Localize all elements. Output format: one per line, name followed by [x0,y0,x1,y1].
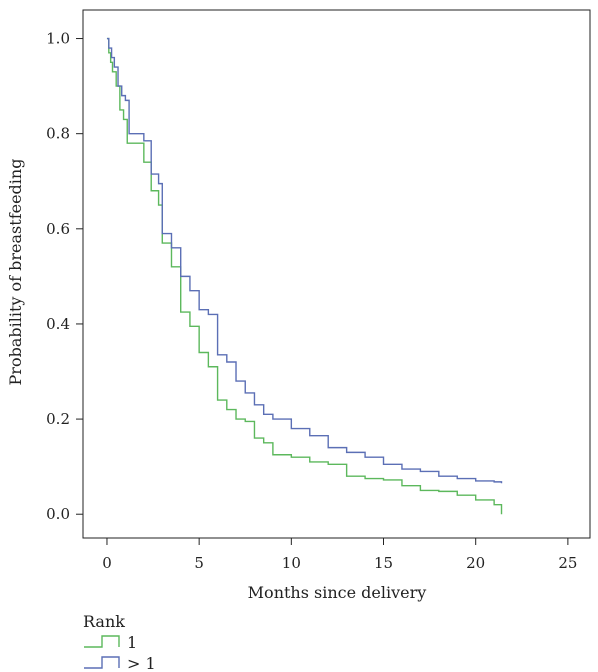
legend-swatch-rank-1 [84,635,120,648]
x-axis-ticks: 0 5 10 15 20 25 [102,538,577,572]
legend: Rank 1 > 1 [83,612,156,672]
y-tick-label: 1.0 [46,30,70,48]
y-tick-label: 0.8 [46,125,70,143]
y-axis-ticks: 0.0 0.2 0.4 0.6 0.8 1.0 [46,30,83,523]
plot-area [106,37,503,515]
y-axis-title: Probability of breastfeeding [6,159,25,386]
y-tick-label: 0.4 [46,315,70,333]
x-tick-label: 25 [558,554,577,572]
plot-frame [82,9,591,539]
series-line-rank-1 [106,37,503,515]
y-tick-label: 0.2 [46,410,70,428]
y-tick-label: 0.0 [46,505,70,523]
legend-label-rank-1: 1 [127,633,137,652]
series-line-rank-gt-1 [106,37,503,484]
x-tick-label: 0 [102,554,112,572]
x-tick-label: 20 [466,554,485,572]
y-tick-label: 0.6 [46,220,70,238]
legend-title: Rank [83,612,125,631]
x-tick-label: 5 [194,554,204,572]
legend-swatch-rank-gt-1 [84,656,120,669]
x-tick-label: 10 [282,554,301,572]
x-axis-title: Months since delivery [248,583,427,602]
legend-label-rank-gt-1: > 1 [127,654,156,672]
x-tick-label: 15 [374,554,393,572]
